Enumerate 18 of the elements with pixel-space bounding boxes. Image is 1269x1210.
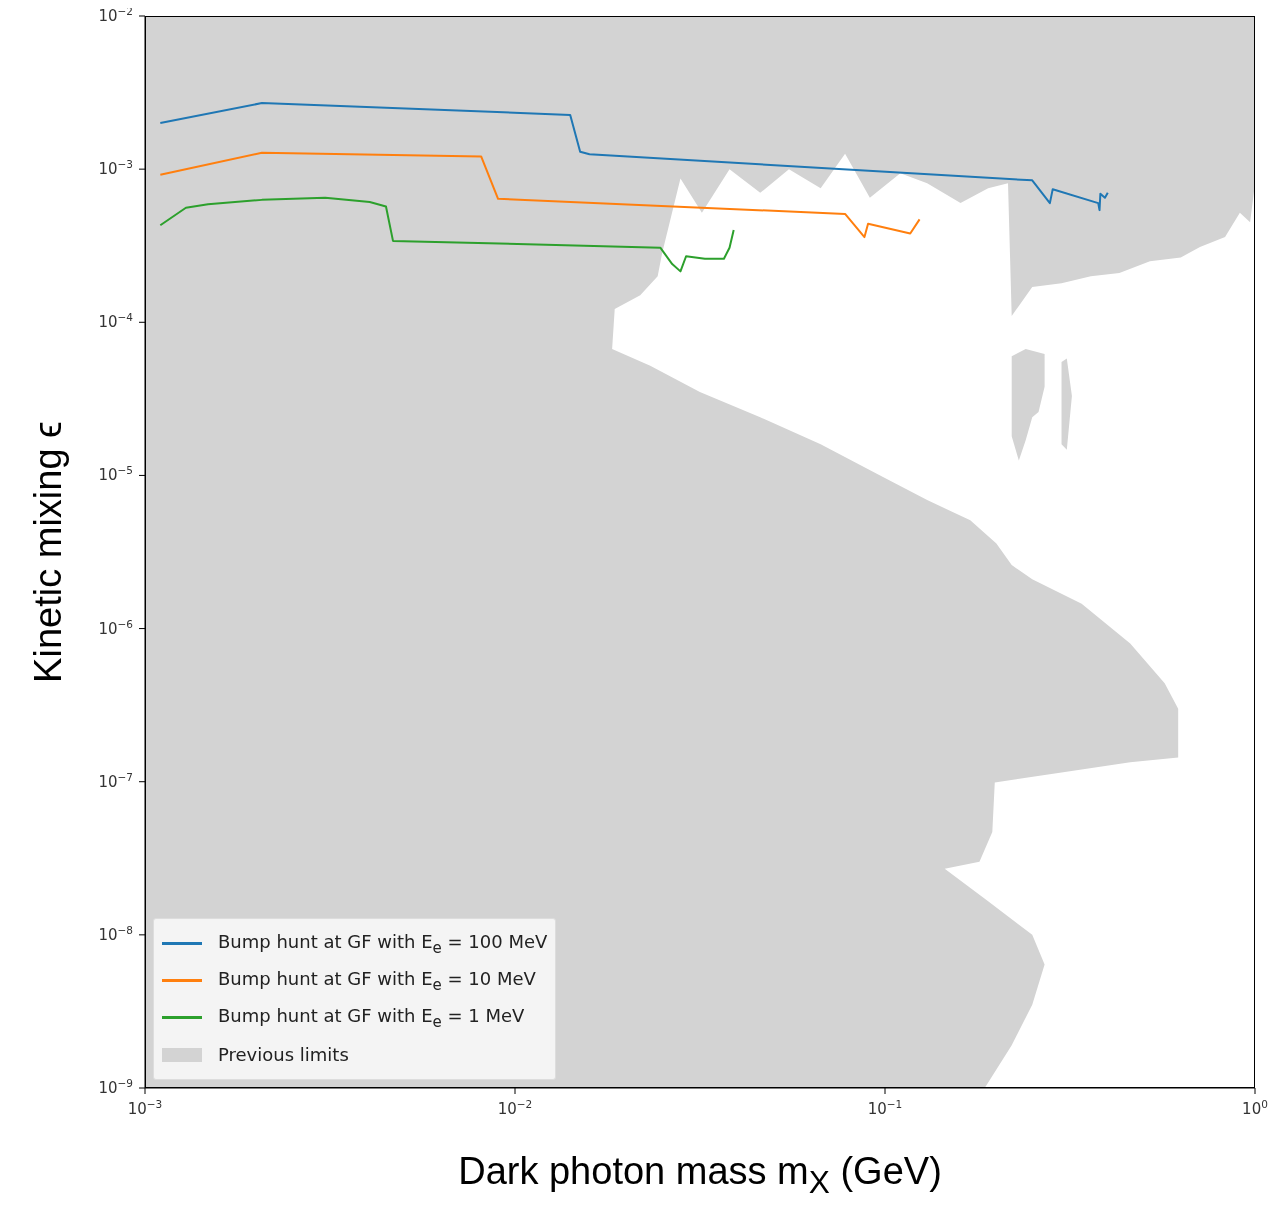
legend-label: Bump hunt at GF with E$_{e}$ = 1 MeV xyxy=(218,1004,525,1031)
x-tick-label: 10$^{−2}$ xyxy=(497,1098,533,1118)
x-axis-title: Dark photon mass m$_{X}$ (GeV) xyxy=(457,1150,943,1200)
y-axis-title: Kinetic mixing ϵ xyxy=(27,420,70,685)
x-tick-label: 10$^{−3}$ xyxy=(127,1098,163,1118)
y-tick-label: 10$^{−6}$ xyxy=(98,617,134,638)
legend-label: Bump hunt at GF with E$_{e}$ = 10 MeV xyxy=(218,967,536,994)
x-tick-label: 10$^{−1}$ xyxy=(867,1098,903,1118)
y-tick-label: 10$^{−2}$ xyxy=(98,5,133,25)
x-tick-label: 10$^{0}$ xyxy=(1242,1098,1268,1118)
legend-label: Previous limits xyxy=(218,1044,349,1065)
y-tick-label: 10$^{−3}$ xyxy=(98,158,133,179)
y-tick-label: 10$^{−8}$ xyxy=(98,923,133,944)
legend-label: Bump hunt at GF with E$_{e}$ = 100 MeV xyxy=(218,930,548,957)
y-tick-label: 10$^{−7}$ xyxy=(98,770,133,791)
y-tick-label: 10$^{−9}$ xyxy=(98,1077,133,1097)
y-tick-label: 10$^{−5}$ xyxy=(98,464,133,485)
y-tick-label: 10$^{−4}$ xyxy=(98,311,134,332)
